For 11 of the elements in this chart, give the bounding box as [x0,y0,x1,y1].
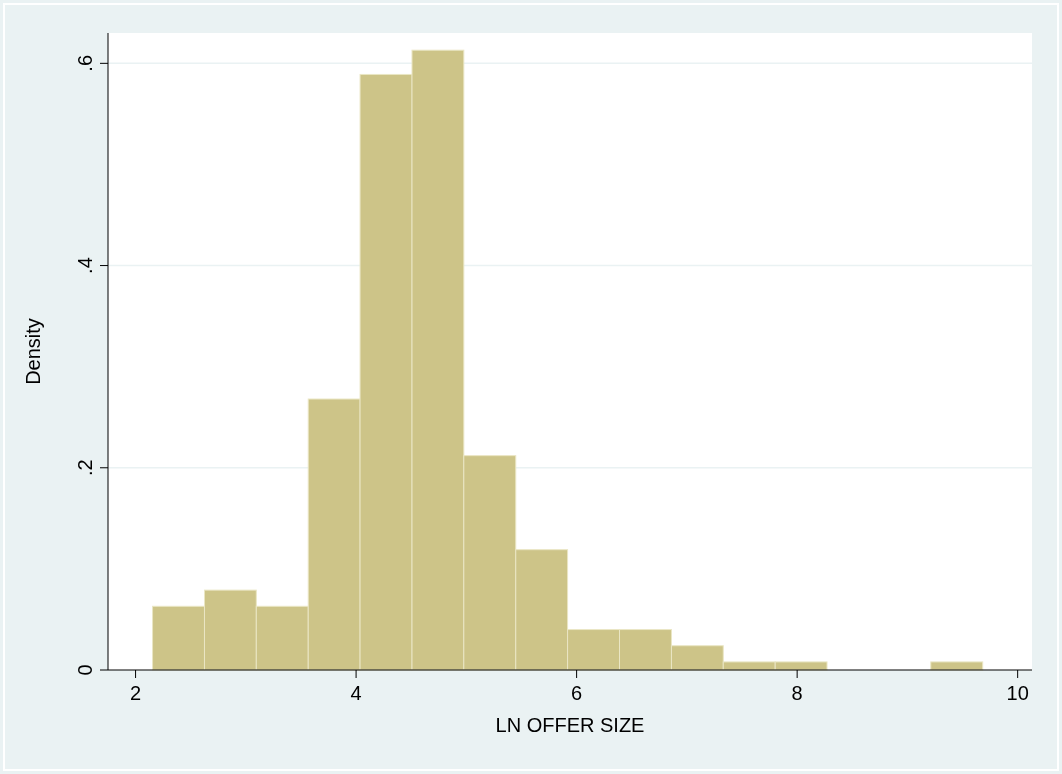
x-tick-label: 2 [130,682,142,704]
x-tick-label: 4 [350,682,362,704]
x-tick-label: 6 [571,682,583,704]
x-axis-title: LN OFFER SIZE [495,714,645,736]
x-tick-label: 8 [791,682,803,704]
x-tick-label: 10 [1006,682,1029,704]
y-tick-label: .6 [74,54,96,72]
y-tick-label: 0 [74,664,96,676]
y-tick-label: .4 [74,257,96,274]
y-tick-label: .2 [74,459,96,477]
y-axis-title: Density [22,318,44,385]
